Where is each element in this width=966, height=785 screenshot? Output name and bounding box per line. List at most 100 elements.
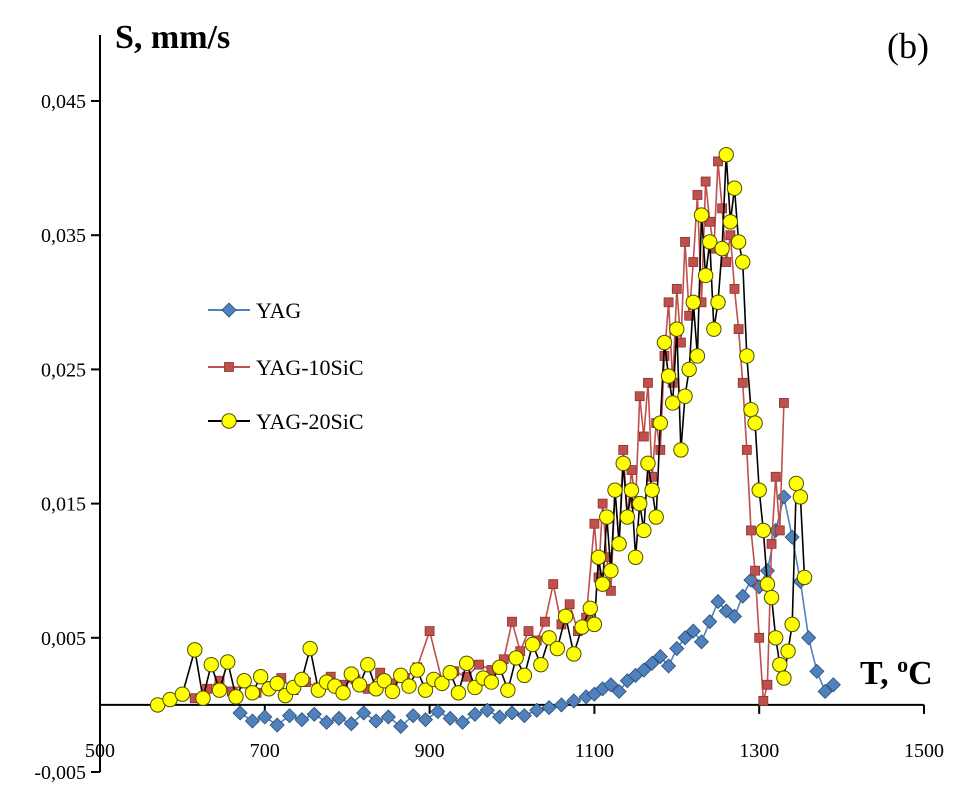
point-yag-20sic <box>228 689 244 705</box>
point-yag-20sic <box>187 642 203 658</box>
point-yag-10sic <box>737 377 748 388</box>
point-yag-20sic <box>714 240 730 257</box>
point-yag-10sic <box>671 283 682 294</box>
legend-marker <box>224 362 234 372</box>
point-yag <box>405 708 421 724</box>
point-yag-20sic <box>755 522 772 539</box>
point-yag-20sic <box>541 630 557 646</box>
point-yag <box>636 662 652 678</box>
point-yag-20sic <box>607 482 623 498</box>
point-yag-20sic <box>376 673 392 689</box>
point-yag-20sic <box>508 650 524 666</box>
x-tick-label: 1300 <box>739 740 779 762</box>
series-layer <box>149 146 841 734</box>
point-yag <box>356 705 372 721</box>
point-yag-20sic <box>244 685 261 701</box>
point-yag-10sic <box>721 257 732 267</box>
point-yag-10sic <box>540 616 550 627</box>
point-yag-20sic <box>730 234 747 250</box>
point-yag-10sic <box>643 377 653 388</box>
point-yag-20sic <box>681 361 697 378</box>
point-yag <box>809 663 825 679</box>
point-yag-20sic <box>393 667 409 684</box>
panel-label: (b) <box>887 26 929 66</box>
point-yag-10sic <box>717 203 728 214</box>
point-yag-20sic <box>434 675 450 692</box>
point-yag-20sic <box>360 656 376 673</box>
point-yag <box>685 623 701 639</box>
point-yag-20sic <box>644 482 660 498</box>
point-yag-10sic <box>618 445 629 455</box>
point-yag <box>467 706 483 722</box>
point-yag-20sic <box>335 685 351 701</box>
point-yag-20sic <box>689 348 706 364</box>
point-yag-20sic <box>735 254 751 270</box>
point-yag-20sic <box>549 640 566 657</box>
legend-label: YAG-10SiC <box>256 355 364 380</box>
point-yag-10sic <box>762 679 773 690</box>
point-yag-20sic <box>557 608 574 625</box>
point-yag-20sic <box>706 321 722 337</box>
point-yag-10sic <box>758 695 769 706</box>
point-yag-20sic <box>660 368 677 384</box>
point-yag-20sic <box>726 180 743 196</box>
x-tick-label: 500 <box>85 740 115 762</box>
point-yag <box>710 594 726 610</box>
point-yag-20sic <box>409 662 425 678</box>
point-yag-20sic <box>747 415 763 431</box>
point-yag-20sic <box>401 678 417 694</box>
legend-label: YAG-20SiC <box>256 409 364 434</box>
point-yag <box>566 693 582 709</box>
point-yag-20sic <box>594 576 611 592</box>
legend-marker <box>221 302 237 318</box>
x-tick-label: 900 <box>415 740 445 762</box>
point-yag-20sic <box>627 549 644 565</box>
point-yag-10sic <box>766 538 777 549</box>
point-yag-20sic <box>788 475 804 492</box>
point-yag-20sic <box>483 674 500 690</box>
point-yag-20sic <box>636 522 652 539</box>
point-yag-20sic <box>611 536 627 552</box>
point-yag <box>244 713 261 729</box>
point-yag <box>693 634 710 650</box>
point-yag <box>368 713 384 729</box>
point-yag-10sic <box>750 565 760 576</box>
y-tick-label: -0,005 <box>34 762 86 784</box>
point-yag <box>817 683 833 700</box>
legend: YAG YAG-10SiC YAG-20SiC <box>208 298 364 434</box>
point-yag-10sic <box>655 445 666 455</box>
point-yag-20sic <box>458 655 475 671</box>
point-yag-10sic <box>548 579 559 590</box>
point-yag-10sic <box>741 445 752 455</box>
point-yag <box>516 708 532 724</box>
point-yag-20sic <box>615 455 631 472</box>
point-yag-20sic <box>669 321 685 337</box>
y-axis-title: S, mm/s <box>115 19 230 56</box>
point-yag <box>677 630 693 646</box>
point-yag-10sic <box>597 498 608 509</box>
point-yag-20sic <box>739 348 755 364</box>
point-yag <box>553 697 570 713</box>
point-yag-20sic <box>417 682 434 698</box>
point-yag-10sic <box>774 525 785 536</box>
legend-marker <box>221 413 237 429</box>
point-yag-20sic <box>533 656 549 673</box>
point-yag-20sic <box>792 489 809 505</box>
x-tick-label: 1500 <box>904 740 944 762</box>
point-yag-20sic <box>269 675 285 692</box>
point-yag <box>735 588 751 604</box>
point-yag-20sic <box>648 509 664 525</box>
point-yag-20sic <box>174 686 191 702</box>
y-tick-label: 0,025 <box>41 359 86 381</box>
point-yag-20sic <box>722 214 739 230</box>
point-yag-20sic <box>718 146 734 163</box>
point-yag-10sic <box>746 525 756 536</box>
point-yag-20sic <box>302 640 318 657</box>
point-yag-20sic <box>351 677 368 693</box>
x-tick-label: 1100 <box>575 740 614 762</box>
point-yag-20sic <box>566 646 582 662</box>
point-yag-20sic <box>702 234 718 250</box>
point-yag-20sic <box>772 656 788 673</box>
